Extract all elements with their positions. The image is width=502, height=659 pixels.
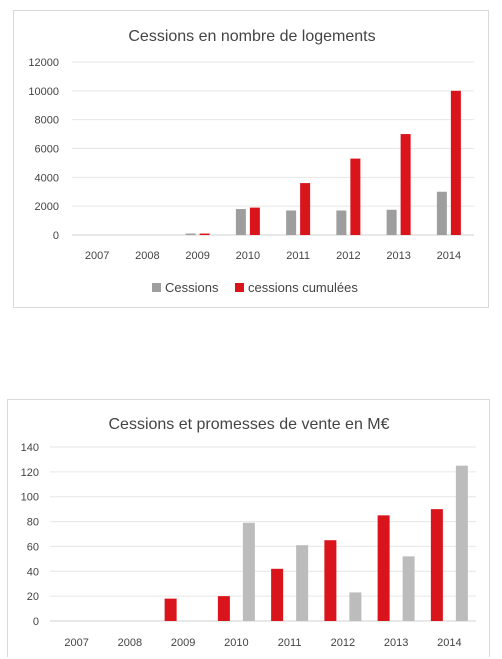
legend-swatch-cumulees: [235, 283, 244, 292]
bar-series-0: [377, 515, 390, 621]
bar-series-0: [324, 540, 337, 621]
bar-series-0: [164, 598, 177, 621]
chart-millions-svg: Cessions et promesses de vente en M€ 0 20…: [21, 416, 476, 649]
y-tick-label: 10000: [28, 86, 59, 98]
x-tick-label: 2014: [437, 250, 461, 262]
bar-series-0: [185, 233, 196, 235]
bar-series-1: [450, 90, 461, 235]
bar-series-1: [402, 556, 415, 621]
chart-logements-plot: 0 2000 4000 6000 8000 10000 12000 2007 2008 2009 2…: [28, 57, 474, 262]
bar-series-0: [271, 568, 284, 621]
bar-series-1: [249, 207, 260, 235]
y-tick-label: 100: [21, 492, 39, 504]
bar-series-1: [350, 158, 361, 235]
y-tick-label: 0: [53, 230, 59, 242]
chart-millions-plot: 0 20 40 60 80 100 120 140 2007 2008 2009 2010 2011 20…: [21, 442, 476, 649]
x-tick-label: 2013: [386, 250, 410, 262]
y-tick-label: 60: [27, 541, 39, 553]
y-tick-label: 40: [27, 566, 39, 578]
bar-series-0: [430, 509, 443, 621]
y-tick-label: 6000: [35, 144, 59, 156]
legend: Cessions cessions cumulées: [152, 280, 358, 295]
x-tick-label: 2014: [437, 637, 461, 649]
bar-series-1: [199, 233, 210, 235]
legend-swatch-cessions: [152, 283, 161, 292]
y-tick-label: 2000: [35, 201, 59, 213]
bar-series-0: [235, 209, 246, 235]
y-tick-label: 12000: [28, 57, 59, 69]
x-tick-label: 2011: [278, 637, 302, 649]
bar-series-0: [217, 596, 230, 621]
bar-series-1: [349, 592, 362, 621]
y-tick-label: 8000: [35, 115, 59, 127]
x-tick-label: 2013: [384, 637, 408, 649]
y-tick-label: 20: [27, 591, 39, 603]
x-tick-label: 2012: [331, 637, 355, 649]
bar-series-1: [296, 545, 309, 621]
x-tick-label: 2009: [171, 637, 195, 649]
x-tick-label: 2010: [224, 637, 248, 649]
y-tick-label: 4000: [35, 172, 59, 184]
chart-millions: Cessions et promesses de vente en M€ 0 20…: [7, 399, 490, 657]
y-tick-label: 0: [33, 616, 39, 628]
bar-series-1: [242, 522, 255, 621]
x-tick-label: 2007: [64, 637, 88, 649]
legend-label-cessions: Cessions: [165, 280, 219, 295]
bar-series-1: [400, 134, 411, 235]
y-tick-label: 120: [21, 467, 39, 479]
x-tick-label: 2007: [85, 250, 109, 262]
bar-series-0: [386, 209, 397, 235]
bar-series-1: [300, 183, 311, 235]
y-tick-label: 80: [27, 517, 39, 529]
chart-logements-svg: Cessions en nombre de logements 0 2000 400…: [28, 28, 474, 295]
bar-series-0: [436, 191, 447, 235]
x-tick-label: 2009: [185, 250, 209, 262]
x-tick-label: 2010: [236, 250, 260, 262]
bar-series-1: [455, 465, 468, 621]
x-tick-label: 2012: [336, 250, 360, 262]
chart-title: Cessions en nombre de logements: [128, 28, 375, 45]
chart-logements: Cessions en nombre de logements 0 2000 400…: [13, 10, 489, 308]
x-tick-label: 2011: [286, 250, 310, 262]
y-tick-label: 140: [21, 442, 39, 454]
x-tick-label: 2008: [118, 637, 142, 649]
legend-label-cumulees: cessions cumulées: [248, 280, 358, 295]
chart-title: Cessions et promesses de vente en M€: [108, 416, 389, 433]
x-tick-label: 2008: [135, 250, 159, 262]
bar-series-0: [286, 210, 297, 235]
bar-series-0: [336, 210, 347, 235]
